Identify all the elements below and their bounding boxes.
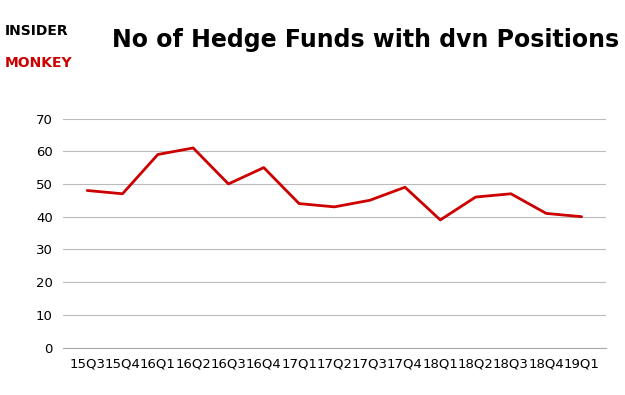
Text: MONKEY: MONKEY (5, 56, 73, 70)
Text: No of Hedge Funds with dvn Positions: No of Hedge Funds with dvn Positions (112, 28, 619, 52)
Text: INSIDER: INSIDER (5, 24, 69, 38)
